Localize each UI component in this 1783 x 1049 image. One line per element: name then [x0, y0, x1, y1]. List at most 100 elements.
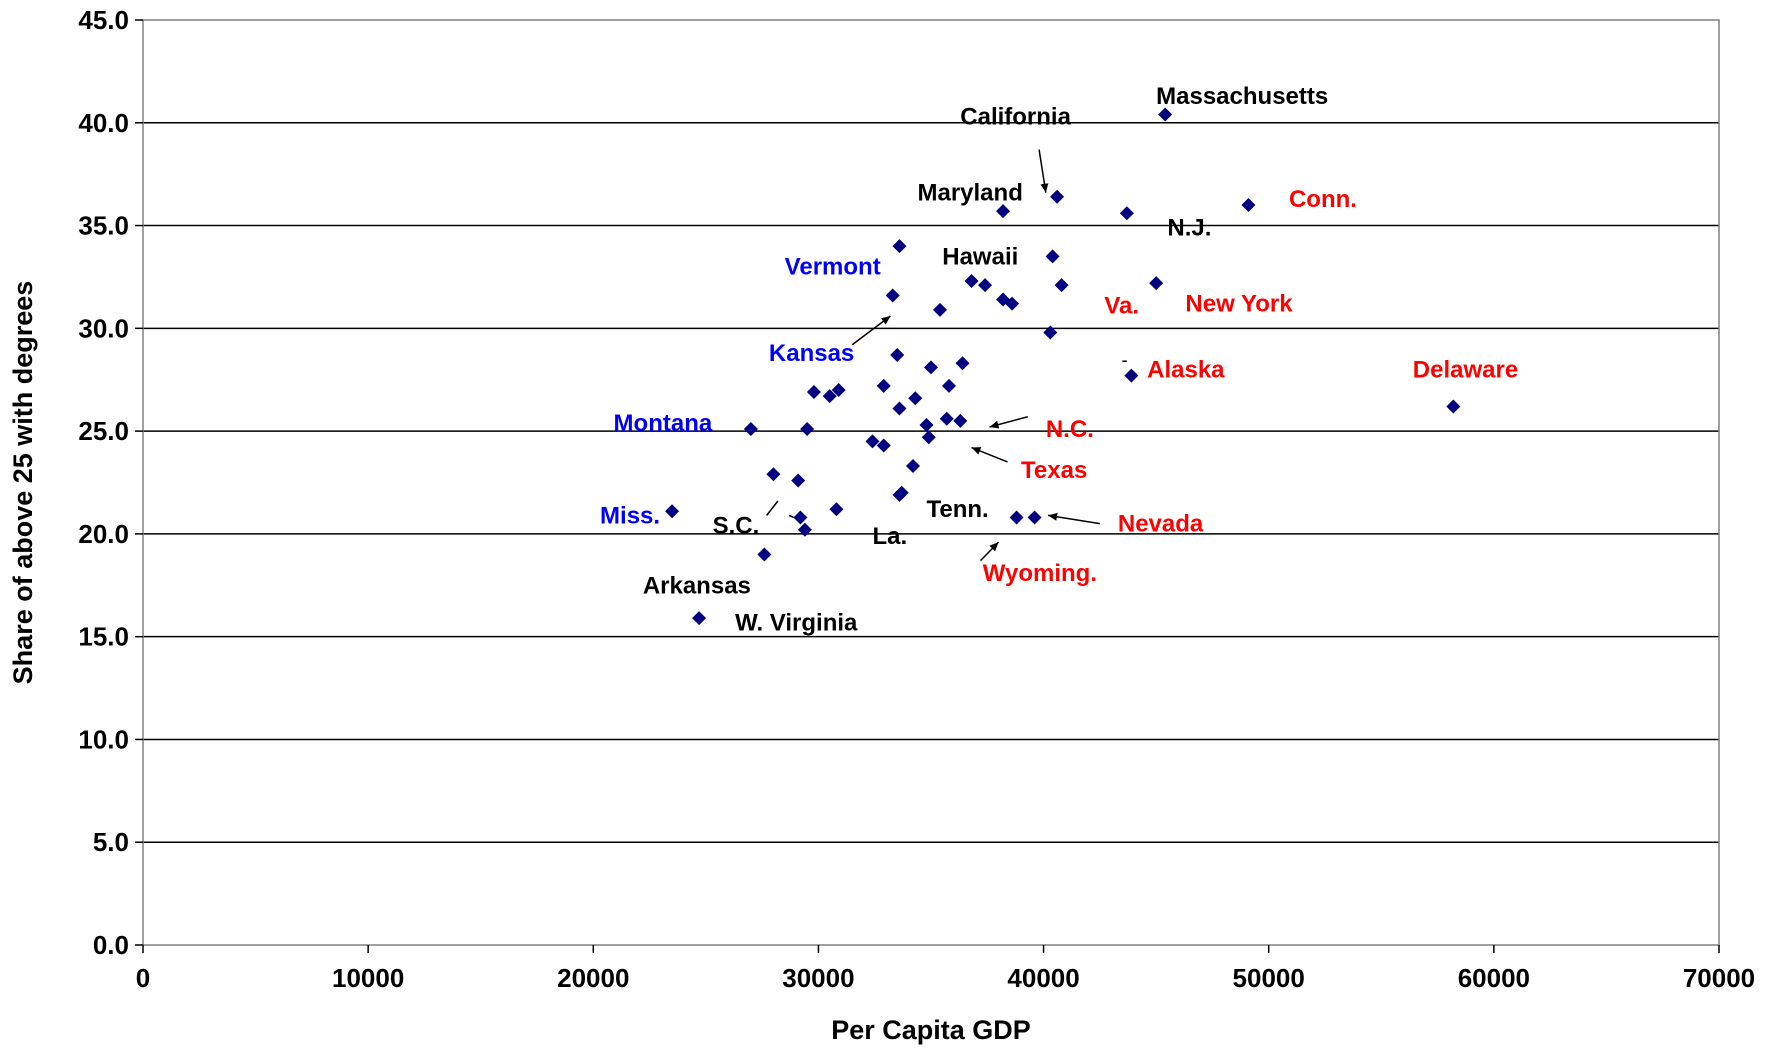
- data-point: [1158, 107, 1173, 122]
- data-point: [908, 391, 923, 406]
- x-tick-label: 50000: [1233, 963, 1305, 993]
- data-point: [964, 274, 979, 289]
- point-label: Conn.: [1289, 186, 1357, 213]
- data-point: [806, 385, 821, 400]
- data-point: [933, 302, 948, 317]
- leader-mark: [788, 514, 794, 519]
- data-point: [892, 239, 907, 254]
- point-label: New York: [1185, 291, 1293, 318]
- data-point: [1043, 325, 1058, 340]
- data-point: [665, 504, 680, 519]
- data-point: [831, 383, 846, 397]
- data-point: [919, 417, 934, 432]
- point-label: Vermont: [785, 254, 881, 281]
- annotation-arrow: [1038, 149, 1049, 193]
- annotation-arrow: [1047, 512, 1100, 525]
- point-label: Miss.: [600, 502, 660, 529]
- data-point: [766, 467, 781, 482]
- annotation-arrow: [971, 446, 1008, 463]
- data-point: [885, 288, 900, 303]
- data-point: [921, 430, 936, 445]
- data-point: [791, 473, 806, 488]
- point-label: Va.: [1104, 293, 1139, 320]
- data-point: [1446, 399, 1461, 414]
- point-label: N.J.: [1167, 215, 1211, 242]
- data-point: [1241, 198, 1256, 212]
- data-point: [978, 278, 993, 293]
- data-point: [822, 389, 837, 404]
- point-label: Texas: [1021, 457, 1087, 484]
- y-tick-label: 35.0: [78, 211, 129, 241]
- point-label: Nevada: [1118, 511, 1204, 538]
- point-label: Maryland: [917, 180, 1022, 207]
- x-tick-label: 30000: [782, 963, 854, 993]
- y-tick-label: 40.0: [78, 108, 129, 138]
- plot-area: [142, 19, 1720, 946]
- point-label: La.: [872, 523, 907, 550]
- point-label: Wyoming.: [983, 560, 1097, 587]
- annotation-arrows: [766, 149, 1127, 562]
- data-point: [1149, 276, 1164, 291]
- point-label: Massachusetts: [1156, 83, 1328, 110]
- data-point: [1045, 249, 1060, 264]
- annotation-arrow: [989, 415, 1029, 429]
- point-label: Delaware: [1413, 356, 1518, 383]
- y-tick-label: 25.0: [78, 416, 129, 446]
- data-point: [1050, 189, 1065, 204]
- data-point: [939, 411, 954, 426]
- data-point: [876, 378, 891, 393]
- point-label: N.C.: [1046, 416, 1094, 443]
- data-point: [942, 378, 957, 393]
- data-point: [890, 348, 905, 363]
- x-axis-title: Per Capita GDP: [831, 1015, 1031, 1045]
- x-tick-label: 60000: [1458, 963, 1530, 993]
- point-label: Arkansas: [643, 572, 751, 599]
- data-point: [1009, 510, 1024, 525]
- data-points: [665, 107, 1461, 626]
- point-label: Montana: [614, 410, 713, 437]
- y-axis-title: Share of above 25 with degrees: [8, 281, 38, 685]
- data-point: [1054, 278, 1069, 293]
- data-point: [1119, 206, 1134, 221]
- data-point: [1124, 368, 1139, 383]
- data-point: [692, 611, 707, 626]
- x-tick-label: 20000: [557, 963, 629, 993]
- y-tick-label: 45.0: [78, 5, 129, 35]
- data-point: [905, 459, 920, 474]
- annotation-arrow: [979, 541, 1000, 562]
- point-annotations: Massachusetts California Maryland Conn. N.J.…: [600, 83, 1518, 636]
- x-tick-label: 10000: [332, 963, 404, 993]
- point-label: S.C.: [713, 513, 760, 540]
- x-tick-label: 0: [136, 963, 150, 993]
- data-point: [955, 356, 970, 371]
- data-point: [996, 204, 1011, 219]
- y-tick-label: 5.0: [93, 827, 129, 857]
- point-label: Kansas: [769, 340, 854, 367]
- data-point: [757, 547, 772, 562]
- data-point: [953, 413, 968, 428]
- y-tick-label: 0.0: [93, 930, 129, 960]
- data-point: [892, 487, 907, 502]
- x-tick-label: 70000: [1683, 963, 1755, 993]
- data-point: [865, 434, 880, 449]
- data-point: [829, 502, 844, 517]
- leader-mark: [766, 500, 779, 516]
- point-label: W. Virginia: [735, 609, 858, 636]
- data-point: [1027, 510, 1042, 525]
- annotation-arrow: [851, 315, 891, 346]
- x-tick-label: 40000: [1007, 963, 1079, 993]
- gridlines: [143, 122, 1719, 843]
- point-label: Alaska: [1147, 356, 1225, 383]
- y-tick-label: 15.0: [78, 622, 129, 652]
- data-point: [800, 422, 815, 437]
- data-point: [1005, 296, 1020, 311]
- y-tick-label: 30.0: [78, 313, 129, 343]
- data-point: [892, 401, 907, 416]
- y-tick-label: 10.0: [78, 724, 129, 754]
- data-point: [793, 510, 808, 525]
- data-point: [797, 522, 812, 537]
- point-label: California: [960, 104, 1071, 131]
- data-point: [743, 422, 758, 437]
- data-point: [876, 438, 891, 453]
